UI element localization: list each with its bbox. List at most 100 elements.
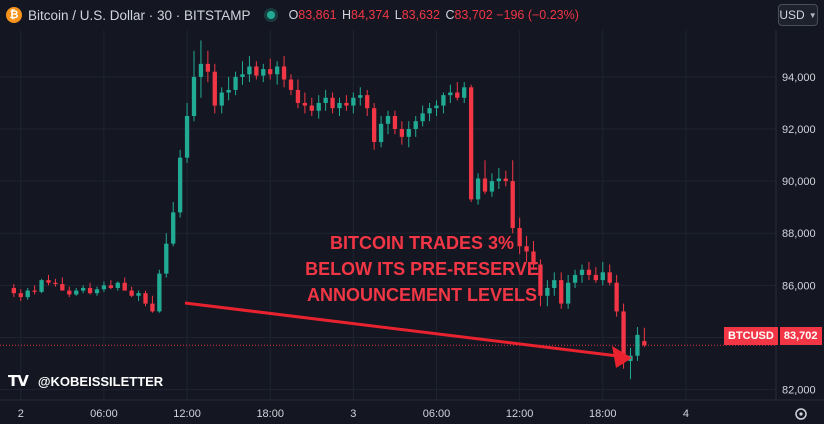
candle-body [600,272,605,281]
candle-body [434,105,439,109]
candle-body [538,264,543,296]
y-tick-label: 92,000 [782,124,816,136]
annotation-line-1: BITCOIN TRADES 3% [329,233,515,253]
candle-body [150,303,155,312]
candle-body [46,280,51,283]
candle-body [108,285,114,288]
y-tick-label: 82,000 [782,385,816,397]
candle-body [129,290,134,296]
x-tick-label: 4 [683,408,689,420]
candle-body [212,71,217,106]
candle-body [32,290,37,292]
candle-body [482,178,488,192]
candle-body [11,287,17,294]
candle-body [385,115,391,124]
y-tick-label: 90,000 [782,176,816,188]
x-tick-label: 12:00 [506,408,534,420]
candle-body [517,228,522,247]
candle-body [468,87,474,200]
candle-body [572,274,578,283]
candle-body [115,282,120,288]
candle-body [233,76,238,90]
candle-body [67,290,72,295]
candle-body [427,108,432,114]
trend-arrow-line [184,301,619,358]
candle-body [413,121,418,130]
candle-body [406,129,411,137]
candle-body [25,290,30,298]
gear-icon[interactable] [795,408,807,420]
candle-body [448,92,453,96]
candle-body [399,129,405,137]
candle-body [101,285,107,290]
candle-body [524,246,529,252]
candle-body [552,280,557,288]
candle-body [337,102,342,109]
candle-body [621,311,626,361]
candle-body [53,282,58,285]
candle-body [496,178,502,182]
y-tick-label: 88,000 [782,228,816,240]
x-tick-label: 06:00 [90,408,118,420]
ohlc-readout: O83,861 H84,374 L83,632 C83,702 −196 (−0… [288,8,579,22]
candle-body [378,123,384,143]
bitcoin-icon: ₿ [6,7,22,23]
candle-body [143,293,148,304]
candle-body [184,115,190,158]
candle-body [171,212,176,244]
candle-body [18,293,23,298]
gear-icon-center [799,412,803,416]
currency-button[interactable]: USD ▼ [778,4,818,26]
candle-body [635,334,640,356]
candle-body [60,284,65,291]
candle-body [579,269,585,275]
annotation-line-2: BELOW ITS PRE-RESERVE [305,259,539,279]
open-value: 83,861 [298,8,337,22]
x-tick-label: 18:00 [589,408,617,420]
low-value: 83,632 [401,8,440,22]
price-label-symbol: BTCUSD [724,327,778,345]
close-value: 83,702 [454,8,493,22]
candle-body [559,280,564,304]
candle-body [240,74,245,77]
candle-body [392,115,398,130]
high-value: 84,374 [351,8,390,22]
candle-body [510,181,515,229]
candle-body [531,251,536,265]
candle-body [122,282,127,291]
symbol-title[interactable]: Bitcoin / U.S. Dollar · 30 · BITSTAMP [28,7,251,23]
candle-body [261,69,266,76]
y-tick-label: 94,000 [782,72,816,84]
annotation-line-3: ANNOUNCEMENT LEVELS [306,285,537,305]
candle-body [205,63,211,72]
x-tick-label: 06:00 [423,408,451,420]
candle-body [455,92,460,98]
x-tick-label: 2 [18,408,24,420]
candle-body [136,293,141,296]
candle-body [316,102,321,111]
candle-body [614,282,619,312]
candle-body [191,76,197,116]
candle-body [441,95,446,106]
watermark-handle: @KOBEISSILETTER [37,373,164,389]
candle-body [358,95,363,98]
candle-body [503,178,508,182]
watermark: TV @KOBEISSILETTER [8,372,163,390]
candle-body [642,341,647,346]
tradingview-logo-icon: TV [8,372,29,390]
candle-body [586,269,592,275]
candle-body [281,66,287,80]
candle-body [371,108,377,143]
y-tick-label: 86,000 [782,280,816,292]
candle-body [219,92,224,106]
candle-body [80,287,86,291]
candle-body [198,63,204,77]
candle-body [288,79,294,90]
last-price-label: BTCUSD 83,702 [724,327,822,345]
candle-body [295,89,301,103]
candle-body [94,289,100,294]
candle-body [247,66,252,75]
candle-body [87,287,93,294]
x-tick-label: 18:00 [256,408,284,420]
